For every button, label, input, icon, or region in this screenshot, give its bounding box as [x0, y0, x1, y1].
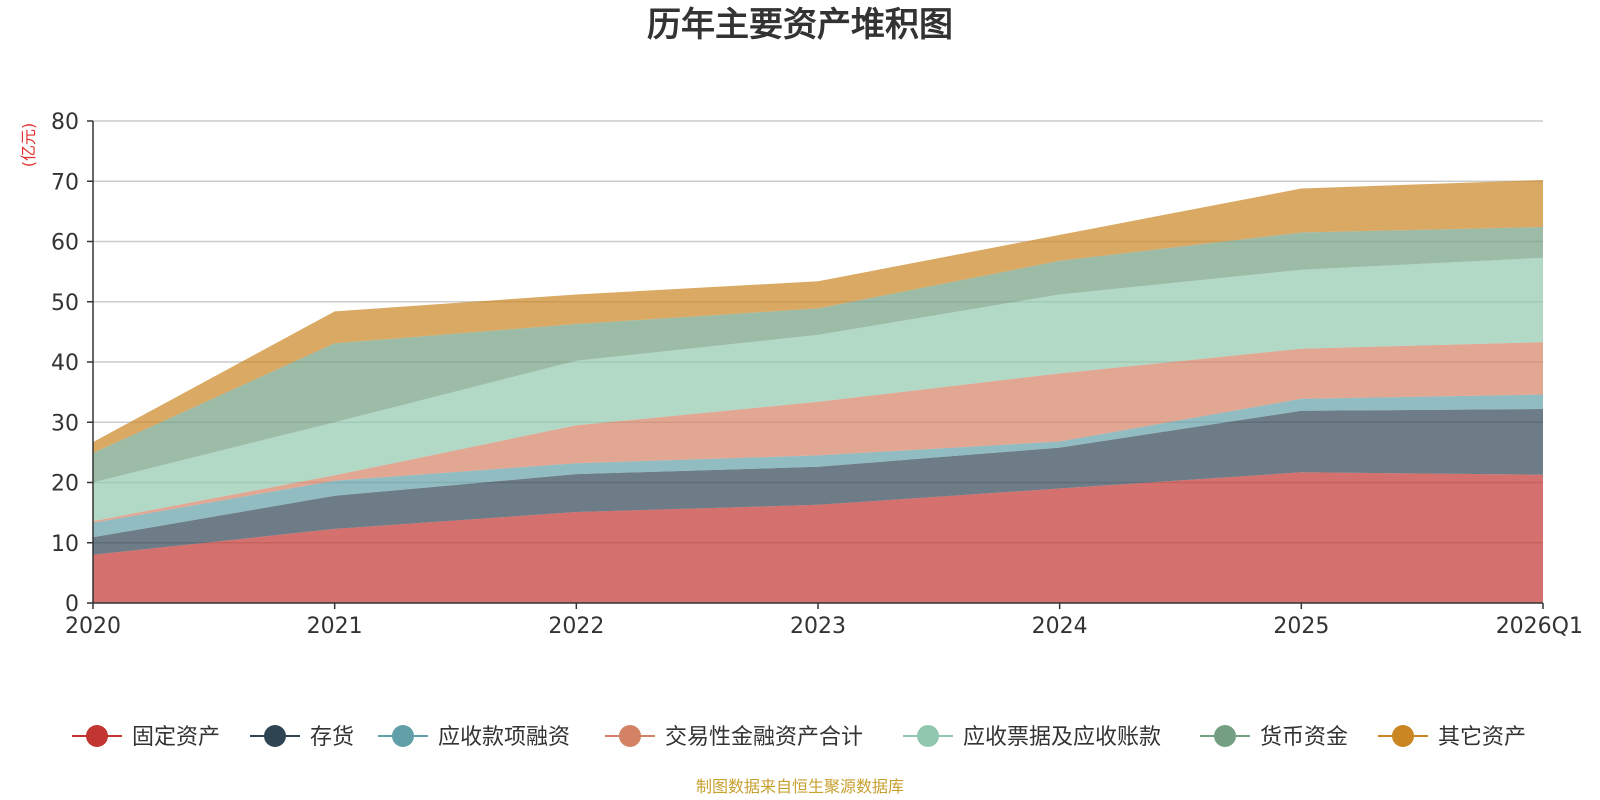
legend-label-4: 交易性金融资产合计	[665, 725, 863, 750]
chart-title: 历年主要资产堆积图	[647, 5, 953, 45]
axes: 0 10 20 30 40 50 60 70 80 2020 2021 2022 2023 2024 202…	[51, 110, 1583, 639]
x-tick-label: 2024	[1032, 614, 1088, 639]
legend-marker-1	[86, 725, 108, 747]
y-tick-label: 40	[51, 351, 79, 376]
x-tick-label: 2026Q1	[1496, 614, 1583, 639]
legend-label-5: 应收票据及应收账款	[963, 725, 1161, 750]
legend-label-1: 固定资产	[132, 725, 220, 750]
area-series-6	[93, 227, 1543, 483]
area-series-group	[93, 180, 1543, 603]
y-tick-label: 60	[51, 231, 79, 256]
x-tick-label: 2022	[548, 614, 604, 639]
y-axis-unit-label: (亿元)	[19, 123, 38, 168]
legend-marker-5	[917, 725, 939, 747]
legend-marker-4	[619, 725, 641, 747]
area-series-1	[93, 472, 1543, 603]
legend-marker-2	[264, 725, 286, 747]
area-series-5	[93, 257, 1543, 522]
y-tick-label: 80	[51, 110, 79, 135]
x-tick-label: 2020	[65, 614, 121, 639]
legend-label-6: 货币资金	[1260, 725, 1348, 750]
legend-label-7: 其它资产	[1438, 725, 1526, 750]
legend-marker-6	[1214, 725, 1236, 747]
legend: 固定资产 存货 应收款项融资 交易性金融资产合计 应收票据及应收账款 货币资金 其它资产	[72, 725, 1526, 750]
y-tick-label: 70	[51, 170, 79, 195]
legend-label-3: 应收款项融资	[438, 725, 570, 750]
y-tick-label: 10	[51, 532, 79, 557]
y-tick-label: 0	[65, 592, 79, 617]
y-tick-label: 50	[51, 291, 79, 316]
x-tick-label: 2025	[1273, 614, 1329, 639]
legend-marker-3	[392, 725, 414, 747]
source-note: 制图数据来自恒生聚源数据库	[696, 777, 904, 796]
x-tick-label: 2021	[307, 614, 363, 639]
y-tick-label: 20	[51, 472, 79, 497]
x-tick-label: 2023	[790, 614, 846, 639]
area-series-3	[93, 394, 1543, 538]
area-series-4	[93, 342, 1543, 523]
y-tick-label: 30	[51, 411, 79, 436]
area-series-7	[93, 180, 1543, 453]
area-series-2	[93, 409, 1543, 555]
legend-label-2: 存货	[310, 725, 354, 750]
legend-marker-7	[1392, 725, 1414, 747]
